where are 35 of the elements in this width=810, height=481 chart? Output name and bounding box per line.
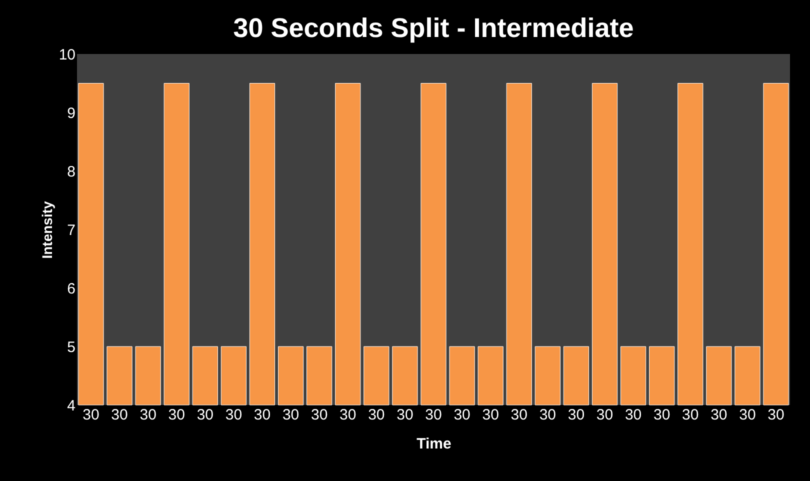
x-tick-label: 30 [682,406,699,424]
x-tick-label: 30 [140,406,156,424]
x-tick-label: 30 [282,406,300,424]
x-tick-label: 30 [340,406,356,424]
x-tick-label: 30 [624,406,642,424]
x-tick-label: 30 [510,406,528,424]
y-tick-label: 5 [67,339,76,356]
y-tick-label: 10 [58,46,76,64]
x-tick-label: 30 [111,406,128,424]
x-tick-label: 30 [710,406,728,424]
y-tick-label: 7 [67,222,76,239]
x-tick-label: 30 [396,406,414,424]
x-tick-label: 30 [454,406,470,424]
y-tick-label: 8 [67,164,76,180]
x-axis-title: Time [416,436,452,452]
y-tick-label: 9 [67,105,76,122]
x-tick-label: 30 [654,406,670,424]
y-axis-title: Intensity [38,201,55,259]
x-tick-label: 30 [82,406,100,424]
x-tick-label: 30 [254,406,271,424]
x-tick-label: 30 [596,406,614,424]
x-tick-label: 30 [482,406,499,424]
y-tick-label: 6 [67,280,76,298]
x-tick-label: 30 [768,406,784,424]
x-tick-label: 30 [425,406,442,424]
x-tick-label: 30 [368,406,385,424]
x-tick-label: 30 [568,406,585,424]
x-tick-label: 30 [168,406,185,424]
x-tick-label: 30 [225,406,242,424]
x-tick-label: 30 [539,406,556,424]
x-tick-label: 30 [739,406,756,424]
x-tick-label: 30 [196,406,214,424]
chart-title: 30 Seconds Split - Intermediate [233,13,634,43]
y-tick-label: 4 [67,398,76,414]
x-tick-label: 30 [310,406,328,424]
